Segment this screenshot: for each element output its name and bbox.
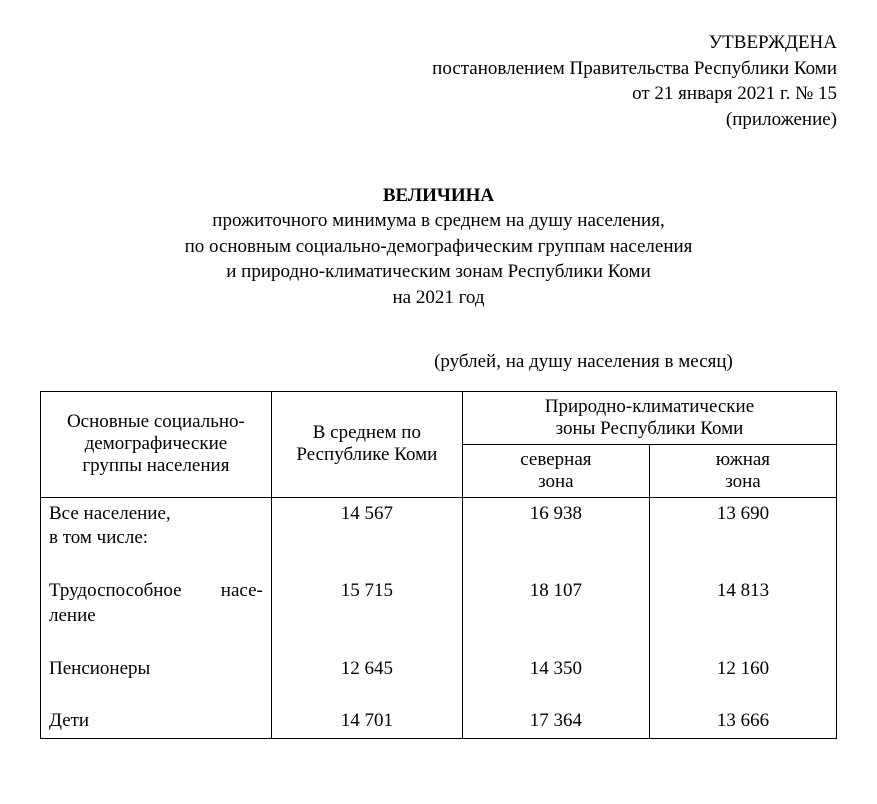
unit-label: (рублей, на душу населения в месяц) [40, 351, 837, 373]
row-label-children: Дети [41, 705, 272, 738]
cell-value: 15 715 [271, 575, 462, 632]
title-sub-3: и природно-климатическим зонам Республик… [40, 259, 837, 285]
approval-line-4: (приложение) [40, 107, 837, 133]
row-label-pensioners: Пенсионеры [41, 653, 272, 686]
cell-value: 17 364 [462, 705, 649, 738]
title-sub-1: прожиточного минимума в среднем на душу … [40, 208, 837, 234]
approval-header: УТВЕРЖДЕНА постановлением Правительства … [40, 30, 837, 133]
cell-value: 14 701 [271, 705, 462, 738]
title-sub-2: по основным социально-демографическим гр… [40, 234, 837, 260]
cell-value: 16 938 [462, 497, 649, 555]
table-row: Все население, в том числе: 14 567 16 93… [41, 497, 837, 555]
table-row: Пенсионеры 12 645 14 350 12 160 [41, 653, 837, 686]
cell-value: 13 666 [649, 705, 836, 738]
table-row: Дети 14 701 17 364 13 666 [41, 705, 837, 738]
approval-line-3: от 21 января 2021 г. № 15 [40, 81, 837, 107]
approval-line-1: УТВЕРЖДЕНА [40, 30, 837, 56]
row-label-working: Трудоспособное насе- ление [41, 575, 272, 632]
cell-value: 12 645 [271, 653, 462, 686]
title-main: ВЕЛИЧИНА [40, 183, 837, 209]
table-header-row-1: Основные социально- демографические груп… [41, 391, 837, 444]
col-header-groups: Основные социально- демографические груп… [41, 391, 272, 497]
col-header-south: южная зона [649, 444, 836, 497]
table-spacer [41, 685, 837, 705]
table-spacer [41, 555, 837, 575]
table-spacer [41, 633, 837, 653]
row-label-all: Все население, в том числе: [41, 497, 272, 555]
cell-value: 13 690 [649, 497, 836, 555]
cell-value: 12 160 [649, 653, 836, 686]
cell-value: 18 107 [462, 575, 649, 632]
col-header-average: В среднем по Республике Коми [271, 391, 462, 497]
col-header-zones: Природно-климатические зоны Республики К… [462, 391, 836, 444]
approval-line-2: постановлением Правительства Республики … [40, 56, 837, 82]
title-block: ВЕЛИЧИНА прожиточного минимума в среднем… [40, 183, 837, 311]
table-row: Трудоспособное насе- ление 15 715 18 107… [41, 575, 837, 632]
data-table: Основные социально- демографические груп… [40, 391, 837, 739]
cell-value: 14 567 [271, 497, 462, 555]
cell-value: 14 350 [462, 653, 649, 686]
col-header-north: северная зона [462, 444, 649, 497]
cell-value: 14 813 [649, 575, 836, 632]
title-sub-4: на 2021 год [40, 285, 837, 311]
